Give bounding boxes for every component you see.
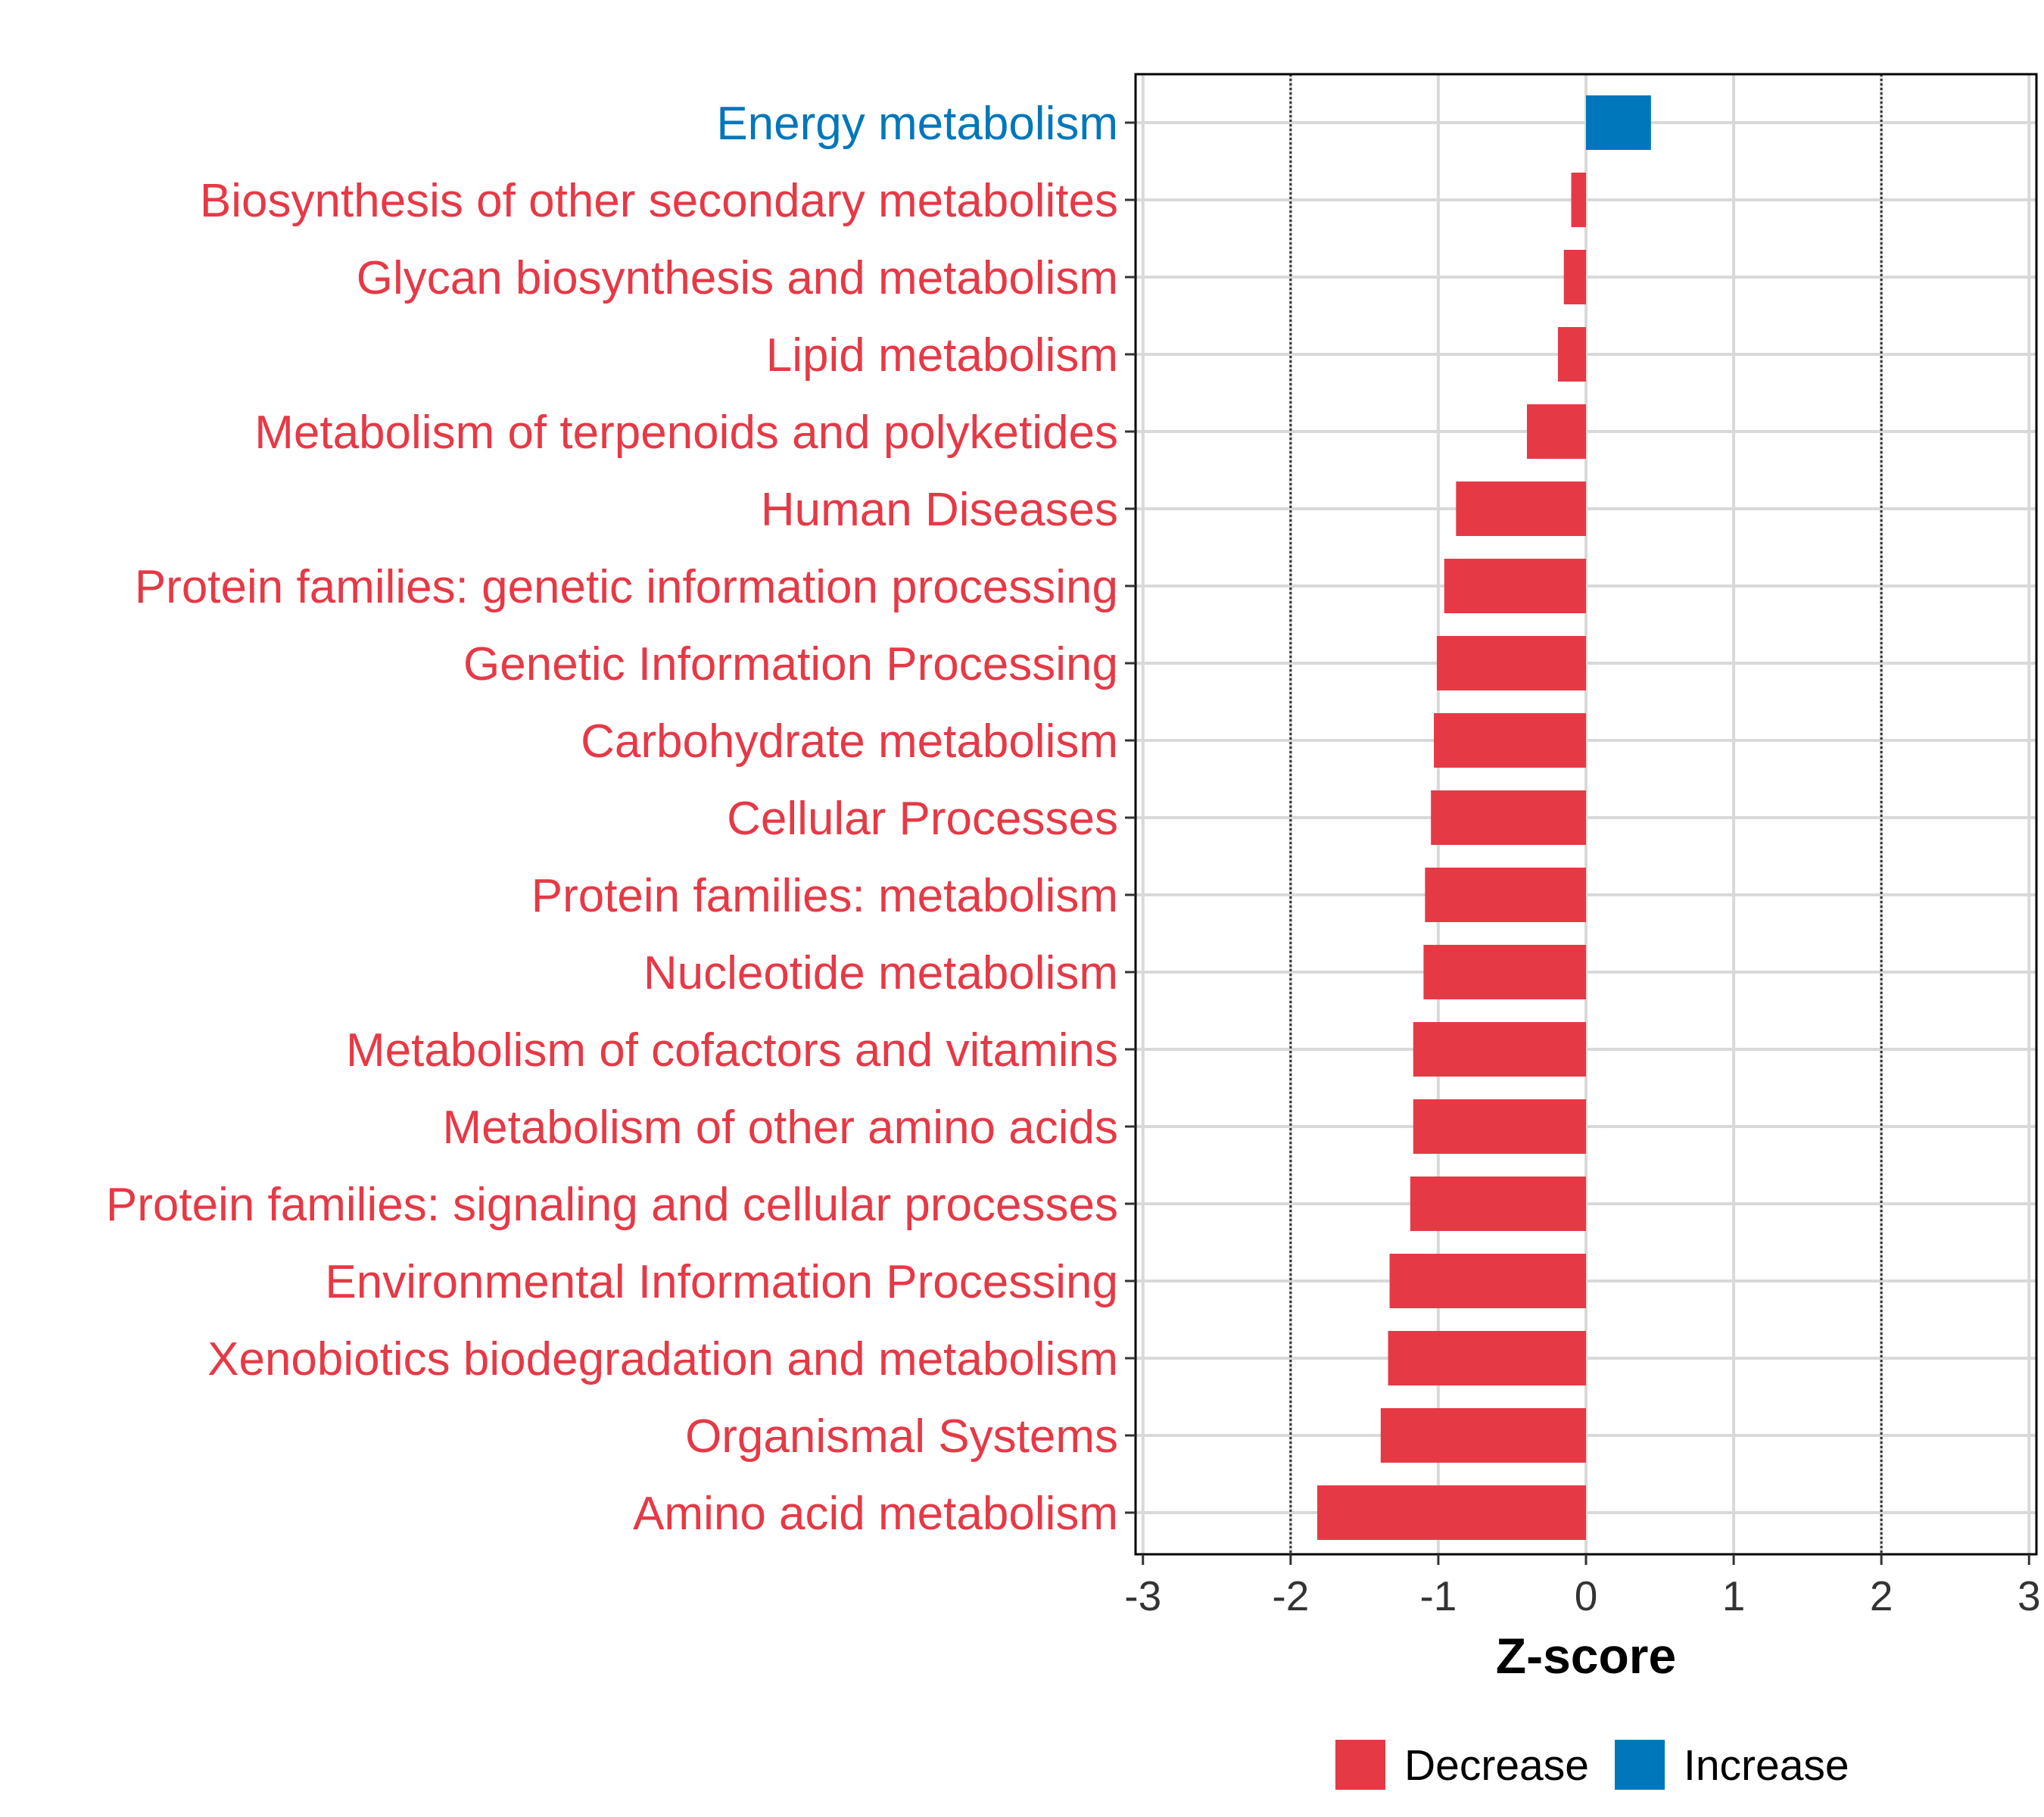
x-axis-title: Z-score (1496, 1628, 1676, 1684)
bar-xenobiotics-biodegradation-and-metabolism (1388, 1331, 1586, 1385)
category-label: Protein families: metabolism (531, 870, 1118, 922)
legend: Decrease Increase (1335, 1740, 1849, 1790)
category-label: Genetic Information Processing (463, 638, 1118, 690)
category-label: Carbohydrate metabolism (581, 715, 1118, 768)
bar-nucleotide-metabolism (1423, 945, 1586, 999)
legend-label-decrease: Decrease (1404, 1741, 1589, 1790)
category-label: Metabolism of other amino acids (442, 1102, 1118, 1154)
legend-label-increase: Increase (1684, 1741, 1849, 1790)
bar-organismal-systems (1380, 1408, 1586, 1463)
category-label: Nucleotide metabolism (643, 947, 1118, 999)
x-tick-label: -3 (1124, 1572, 1161, 1619)
category-label: Protein families: signaling and cellular… (106, 1179, 1118, 1231)
category-label: Environmental Information Processing (325, 1256, 1118, 1308)
category-label: Organismal Systems (685, 1410, 1118, 1463)
category-labels: Energy metabolism Biosynthesis of other s… (106, 98, 1118, 1540)
bar-metabolism-of-terpenoids-and-polyketides (1526, 404, 1586, 459)
bar-carbohydrate-metabolism (1434, 713, 1586, 768)
category-label: Amino acid metabolism (633, 1488, 1118, 1540)
bar-metabolism-of-other-amino-acids (1413, 1099, 1586, 1154)
category-label: Energy metabolism (716, 98, 1118, 150)
category-label: Metabolism of terpenoids and polyketides (254, 407, 1118, 459)
category-label: Lipid metabolism (766, 329, 1118, 382)
legend-swatch-decrease (1335, 1740, 1385, 1790)
category-label: Cellular Processes (727, 793, 1118, 845)
category-label: Human Diseases (761, 484, 1118, 536)
bar-protein-families-genetic-information-processing (1444, 559, 1586, 613)
bars (1316, 95, 1651, 1540)
x-tick-label: -1 (1419, 1572, 1457, 1619)
category-label: Glycan biosynthesis and metabolism (357, 252, 1118, 304)
category-label: Protein families: genetic information pr… (135, 561, 1118, 613)
bar-protein-families-metabolism (1425, 868, 1586, 922)
x-tick-label: 1 (1722, 1572, 1746, 1619)
category-label: Xenobiotics biodegradation and metabolis… (207, 1333, 1118, 1385)
bar-lipid-metabolism (1557, 327, 1586, 382)
bar-energy-metabolism (1586, 95, 1651, 150)
x-tick-label: 3 (2018, 1572, 2041, 1619)
bar-biosynthesis-of-other-secondary-metabolites (1571, 173, 1586, 227)
bar-amino-acid-metabolism (1316, 1485, 1586, 1540)
bar-metabolism-of-cofactors-and-vitamins (1413, 1022, 1586, 1077)
x-tick-label: -2 (1272, 1572, 1309, 1619)
bar-environmental-information-processing (1389, 1254, 1586, 1308)
category-label: Metabolism of cofactors and vitamins (346, 1024, 1118, 1077)
reference-lines (1289, 74, 1883, 1554)
bar-protein-families-signaling-and-cellular-processes (1410, 1177, 1586, 1231)
x-tick-label: 2 (1870, 1572, 1893, 1619)
x-tick-label: 0 (1575, 1572, 1598, 1619)
legend-swatch-increase (1615, 1740, 1665, 1790)
bar-genetic-information-processing (1436, 636, 1586, 690)
bar-cellular-processes (1431, 790, 1586, 845)
x-axis-ticks: -3 -2 -1 0 1 2 3 (1124, 1554, 2041, 1619)
bar-glycan-biosynthesis-and-metabolism (1563, 250, 1586, 304)
y-axis-ticks (1125, 121, 1136, 1514)
bar-human-diseases (1456, 482, 1586, 536)
category-label: Biosynthesis of other secondary metaboli… (200, 175, 1118, 227)
